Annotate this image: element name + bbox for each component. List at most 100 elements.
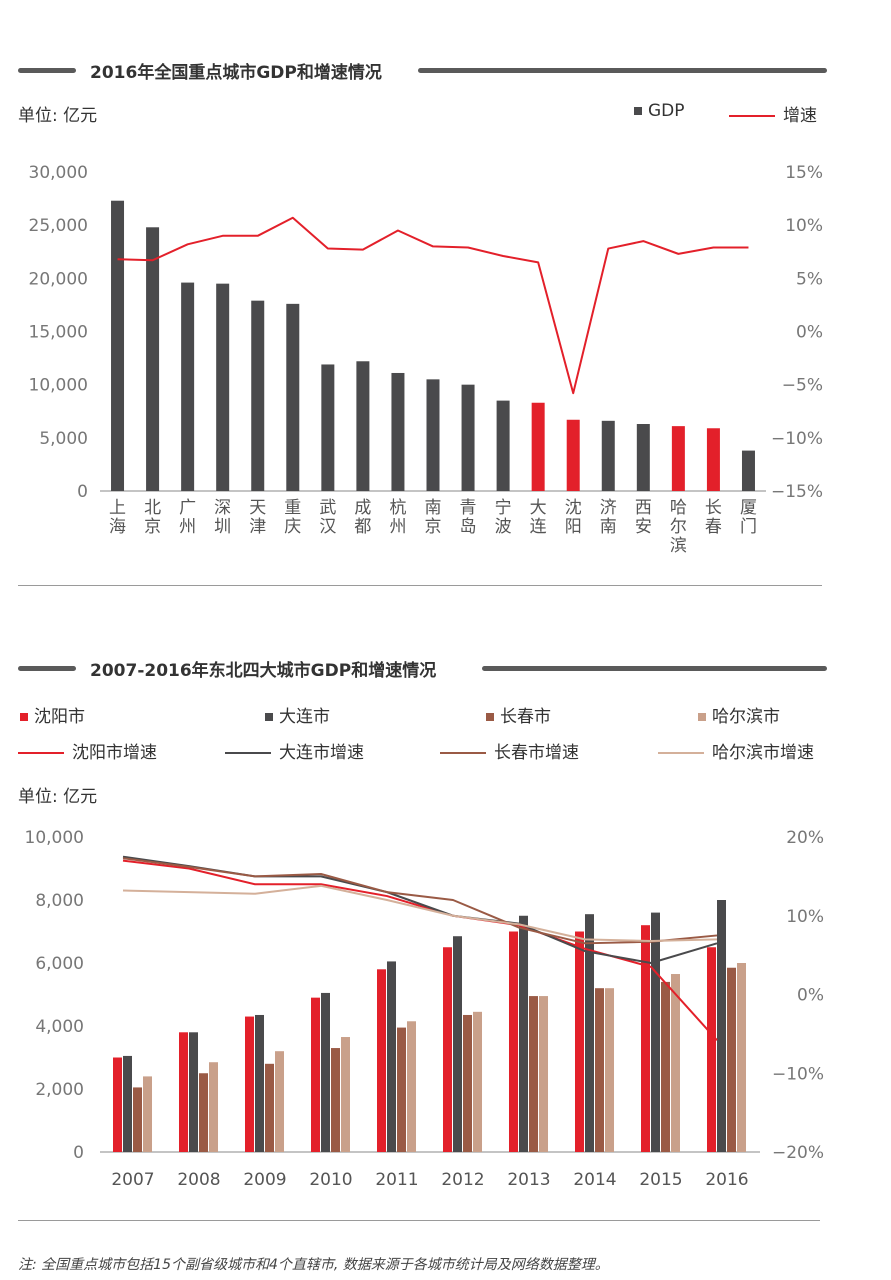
x-tick-label: 武 [319,498,336,518]
dalian-bar [585,914,594,1152]
chart1-divider [18,585,822,586]
chart2-legend-dalian-growth: 大连市增速 [225,738,364,763]
x-tick-label: 都 [354,517,371,537]
shenyang-growth-line [122,859,718,1041]
legend-swatch-harbin-growth [658,752,704,754]
x-tick-label: 连 [530,517,547,537]
changchun-bar [397,1027,406,1152]
x-tick-label: 沈 [565,498,582,518]
gdp-bar [601,420,615,491]
gdp-bar [321,364,335,491]
x-tick-label: 阳 [565,517,582,537]
x-tick-label: 尔 [670,517,687,537]
shenyang-bar [245,1016,254,1152]
y-left-tick-label: 10,000 [29,376,88,396]
y-right-tick-label: −20% [772,1143,824,1163]
x-tick-label: 南 [425,498,442,518]
y-left-tick-label: 20,000 [29,269,88,289]
y-left-tick-label: 30,000 [29,163,88,183]
y-right-tick-label: 15% [785,163,823,183]
x-tick-label: 哈 [670,498,687,518]
x-tick-label: 州 [389,517,406,537]
legend-label-gdp: GDP [648,101,685,121]
chart2-unit-label: 单位: 亿元 [18,787,98,807]
changchun-bar [529,996,538,1152]
changchun-bar [133,1087,142,1152]
gdp-bar [566,419,580,491]
footnote: 注: 全国重点城市包括15个副省级城市和4个直辖市, 数据来源于各城市统计局及网… [18,1257,609,1273]
y-left-tick-label: 10,000 [25,828,84,848]
x-tick-label: 岛 [460,517,477,537]
x-tick-label: 长 [705,498,722,518]
x-tick-label: 京 [425,517,442,537]
x-tick-label: 重 [284,498,301,518]
legend-label-harbin: 哈尔滨市 [712,707,780,727]
legend-swatch-harbin [698,713,706,721]
x-tick-label: 2015 [639,1170,682,1190]
dalian-bar [123,1055,132,1152]
gdp-bar [706,428,720,491]
x-tick-label: 西 [635,498,652,518]
legend-label-dalian: 大连市 [279,707,330,727]
x-tick-label: 春 [705,517,722,537]
changchun-bar [661,981,670,1152]
chart1-unit-label: 单位: 亿元 [18,106,98,126]
y-left-tick-label: 8,000 [35,891,84,911]
x-tick-label: 2011 [375,1170,418,1190]
x-tick-label: 海 [109,517,126,537]
dalian-bar [255,1014,264,1152]
legend-swatch-dalian-growth [225,752,271,754]
y-left-tick-label: 0 [77,482,88,502]
changchun-bar [199,1073,208,1152]
legend-swatch-dalian [265,713,273,721]
chart2-legend-harbin-growth: 哈尔滨市增速 [658,738,814,763]
y-left-tick-label: 2,000 [35,1080,84,1100]
legend-swatch-shenyang-growth [18,752,64,754]
gdp-bar [391,372,405,491]
chart2-header: 2007-2016年东北四大城市GDP和增速情况 [0,656,891,681]
chart2-plot: 0 2,000 4,000 6,000 8,000 10,000 −20% −10% 0% 10%… [25,828,824,1190]
y-right-tick-label: 10% [786,907,824,927]
x-tick-label: 门 [740,517,757,537]
x-tick-label: 滨 [670,536,687,556]
x-tick-label: 津 [249,517,266,537]
x-tick-label: 济 [600,498,617,518]
legend-swatch-changchun-growth [440,752,486,754]
x-tick-label: 宁 [495,498,512,518]
dalian-bar [717,900,726,1152]
legend-label-shenyang-growth: 沈阳市增速 [72,743,157,763]
legend-label-changchun: 长春市 [500,707,551,727]
harbin-bar [407,1021,416,1152]
x-tick-label: 上 [109,498,126,518]
x-tick-label: 京 [144,517,161,537]
y-right-tick-label: −10% [771,429,823,449]
gdp-bar [671,426,685,491]
title-bar-decoration [418,68,827,73]
title-bar-decoration [18,68,76,73]
y-left-tick-label: 5,000 [39,429,88,449]
x-tick-label: 2007 [111,1170,154,1190]
y-right-tick-label: 5% [796,269,823,289]
y-right-tick-label: 20% [786,828,824,848]
gdp-bar [111,200,125,491]
gdp-bar [146,227,160,491]
y-right-tick-label: −5% [782,376,823,396]
y-left-tick-label: 6,000 [35,954,84,974]
changchun-bar [463,1014,472,1152]
x-tick-label: 庆 [284,517,301,537]
legend-label-dalian-growth: 大连市增速 [279,743,364,763]
legend-swatch-gdp [634,107,642,115]
x-tick-label: 南 [600,517,617,537]
chart1-plot: 0 5,000 10,000 15,000 20,000 25,000 30,000 −15%… [29,163,823,556]
gdp-bar [741,450,755,491]
legend-label-growth: 增速 [783,106,817,126]
chart2-legend-changchun: 长春市 [486,702,551,727]
chart1-legend-growth: 增速 [729,101,817,126]
harbin-bar [143,1076,152,1152]
dalian-bar [519,915,528,1152]
x-tick-label: 2010 [309,1170,352,1190]
x-tick-label: 2008 [177,1170,220,1190]
y-left-tick-label: 4,000 [35,1017,84,1037]
harbin-bar [671,974,680,1152]
shenyang-bar [707,947,716,1152]
